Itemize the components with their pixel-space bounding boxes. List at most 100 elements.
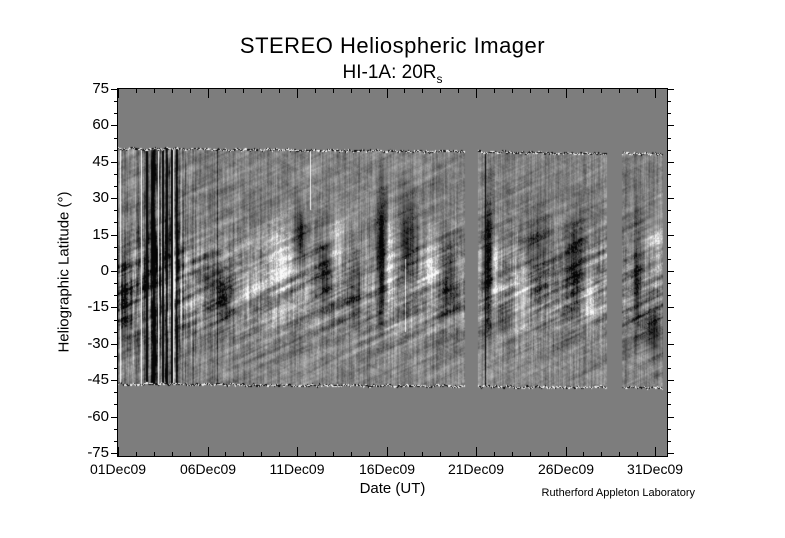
x-minor-tick-top <box>136 89 137 93</box>
x-minor-tick-bottom <box>154 452 155 456</box>
x-minor-tick-bottom <box>637 452 638 456</box>
x-minor-tick-top <box>154 89 155 93</box>
x-minor-tick-bottom <box>458 452 459 456</box>
x-tick-bottom <box>387 447 388 456</box>
x-minor-tick-top <box>422 89 423 93</box>
y-tick-right <box>668 380 674 381</box>
y-minor-tick-left <box>114 222 117 223</box>
x-tick-label: 26Dec09 <box>537 461 595 477</box>
y-tick-left <box>111 125 117 126</box>
x-tick-top <box>655 89 656 98</box>
jmap-canvas <box>117 88 668 457</box>
x-minor-tick-top <box>225 89 226 93</box>
y-tick-left <box>111 271 117 272</box>
x-tick-label: 16Dec09 <box>358 461 416 477</box>
x-tick-bottom <box>208 447 209 456</box>
x-minor-tick-top <box>440 89 441 93</box>
y-minor-tick-left <box>114 320 117 321</box>
x-minor-tick-bottom <box>333 452 334 456</box>
y-tick-label: -60 <box>87 408 109 425</box>
x-minor-tick-top <box>619 89 620 93</box>
x-tick-label: 31Dec09 <box>626 461 684 477</box>
y-minor-tick-right <box>668 150 671 151</box>
plot-title: STEREO Heliospheric Imager <box>239 33 546 58</box>
x-minor-tick-top <box>494 89 495 93</box>
x-tick-bottom <box>566 447 567 456</box>
x-tick-label: 11Dec09 <box>269 461 325 477</box>
y-tick-right <box>668 89 674 90</box>
y-tick-label: 45 <box>92 153 109 170</box>
x-minor-tick-bottom <box>530 452 531 456</box>
y-minor-tick-left <box>114 392 117 393</box>
y-minor-tick-right <box>668 392 671 393</box>
y-minor-tick-left <box>114 138 117 139</box>
x-minor-tick-bottom <box>261 452 262 456</box>
x-minor-tick-top <box>458 89 459 93</box>
x-minor-tick-bottom <box>369 452 370 456</box>
y-tick-right <box>668 162 674 163</box>
x-minor-tick-bottom <box>512 452 513 456</box>
x-tick-top <box>297 89 298 98</box>
y-minor-tick-left <box>114 332 117 333</box>
y-tick-right <box>668 125 674 126</box>
subscript-s: s <box>436 71 443 86</box>
x-tick-bottom <box>118 447 119 456</box>
x-tick-top <box>476 89 477 98</box>
x-minor-tick-bottom <box>494 452 495 456</box>
x-minor-tick-bottom <box>243 452 244 456</box>
y-tick-left <box>111 344 117 345</box>
y-tick-left <box>111 417 117 418</box>
y-minor-tick-right <box>668 210 671 211</box>
x-minor-tick-top <box>404 89 405 93</box>
y-minor-tick-right <box>668 429 671 430</box>
y-minor-tick-left <box>114 404 117 405</box>
y-tick-left <box>111 235 117 236</box>
y-tick-label: 15 <box>92 226 109 243</box>
x-minor-tick-top <box>333 89 334 93</box>
x-minor-tick-bottom <box>583 452 584 456</box>
y-minor-tick-left <box>114 186 117 187</box>
y-tick-label: -30 <box>87 335 109 352</box>
y-minor-tick-right <box>668 186 671 187</box>
y-minor-tick-right <box>668 320 671 321</box>
y-minor-tick-right <box>668 441 671 442</box>
y-tick-right <box>668 417 674 418</box>
x-minor-tick-bottom <box>225 452 226 456</box>
y-minor-tick-left <box>114 174 117 175</box>
y-minor-tick-right <box>668 138 671 139</box>
y-minor-tick-left <box>114 101 117 102</box>
y-minor-tick-right <box>668 356 671 357</box>
y-minor-tick-right <box>668 101 671 102</box>
y-minor-tick-right <box>668 174 671 175</box>
y-tick-label: 0 <box>100 262 109 279</box>
x-minor-tick-top <box>512 89 513 93</box>
x-minor-tick-bottom <box>136 452 137 456</box>
y-tick-left <box>111 162 117 163</box>
y-tick-label: -45 <box>87 371 109 388</box>
x-minor-tick-top <box>601 89 602 93</box>
y-minor-tick-left <box>114 113 117 114</box>
x-tick-label: 01Dec09 <box>89 461 147 477</box>
y-tick-left <box>111 380 117 381</box>
x-minor-tick-top <box>261 89 262 93</box>
y-tick-right <box>668 307 674 308</box>
x-tick-bottom <box>655 447 656 456</box>
x-tick-top <box>208 89 209 98</box>
x-tick-bottom <box>297 447 298 456</box>
y-minor-tick-left <box>114 247 117 248</box>
x-minor-tick-bottom <box>315 452 316 456</box>
x-tick-top <box>387 89 388 98</box>
x-minor-tick-top <box>190 89 191 93</box>
plot-area <box>117 88 668 457</box>
x-minor-tick-bottom <box>279 452 280 456</box>
y-minor-tick-right <box>668 247 671 248</box>
y-tick-right <box>668 344 674 345</box>
y-minor-tick-left <box>114 356 117 357</box>
y-minor-tick-left <box>114 150 117 151</box>
credit-label: Rutherford Appleton Laboratory <box>541 487 696 499</box>
x-tick-top <box>118 89 119 98</box>
y-minor-tick-right <box>668 113 671 114</box>
x-tick-top <box>566 89 567 98</box>
x-minor-tick-top <box>530 89 531 93</box>
y-tick-right <box>668 235 674 236</box>
